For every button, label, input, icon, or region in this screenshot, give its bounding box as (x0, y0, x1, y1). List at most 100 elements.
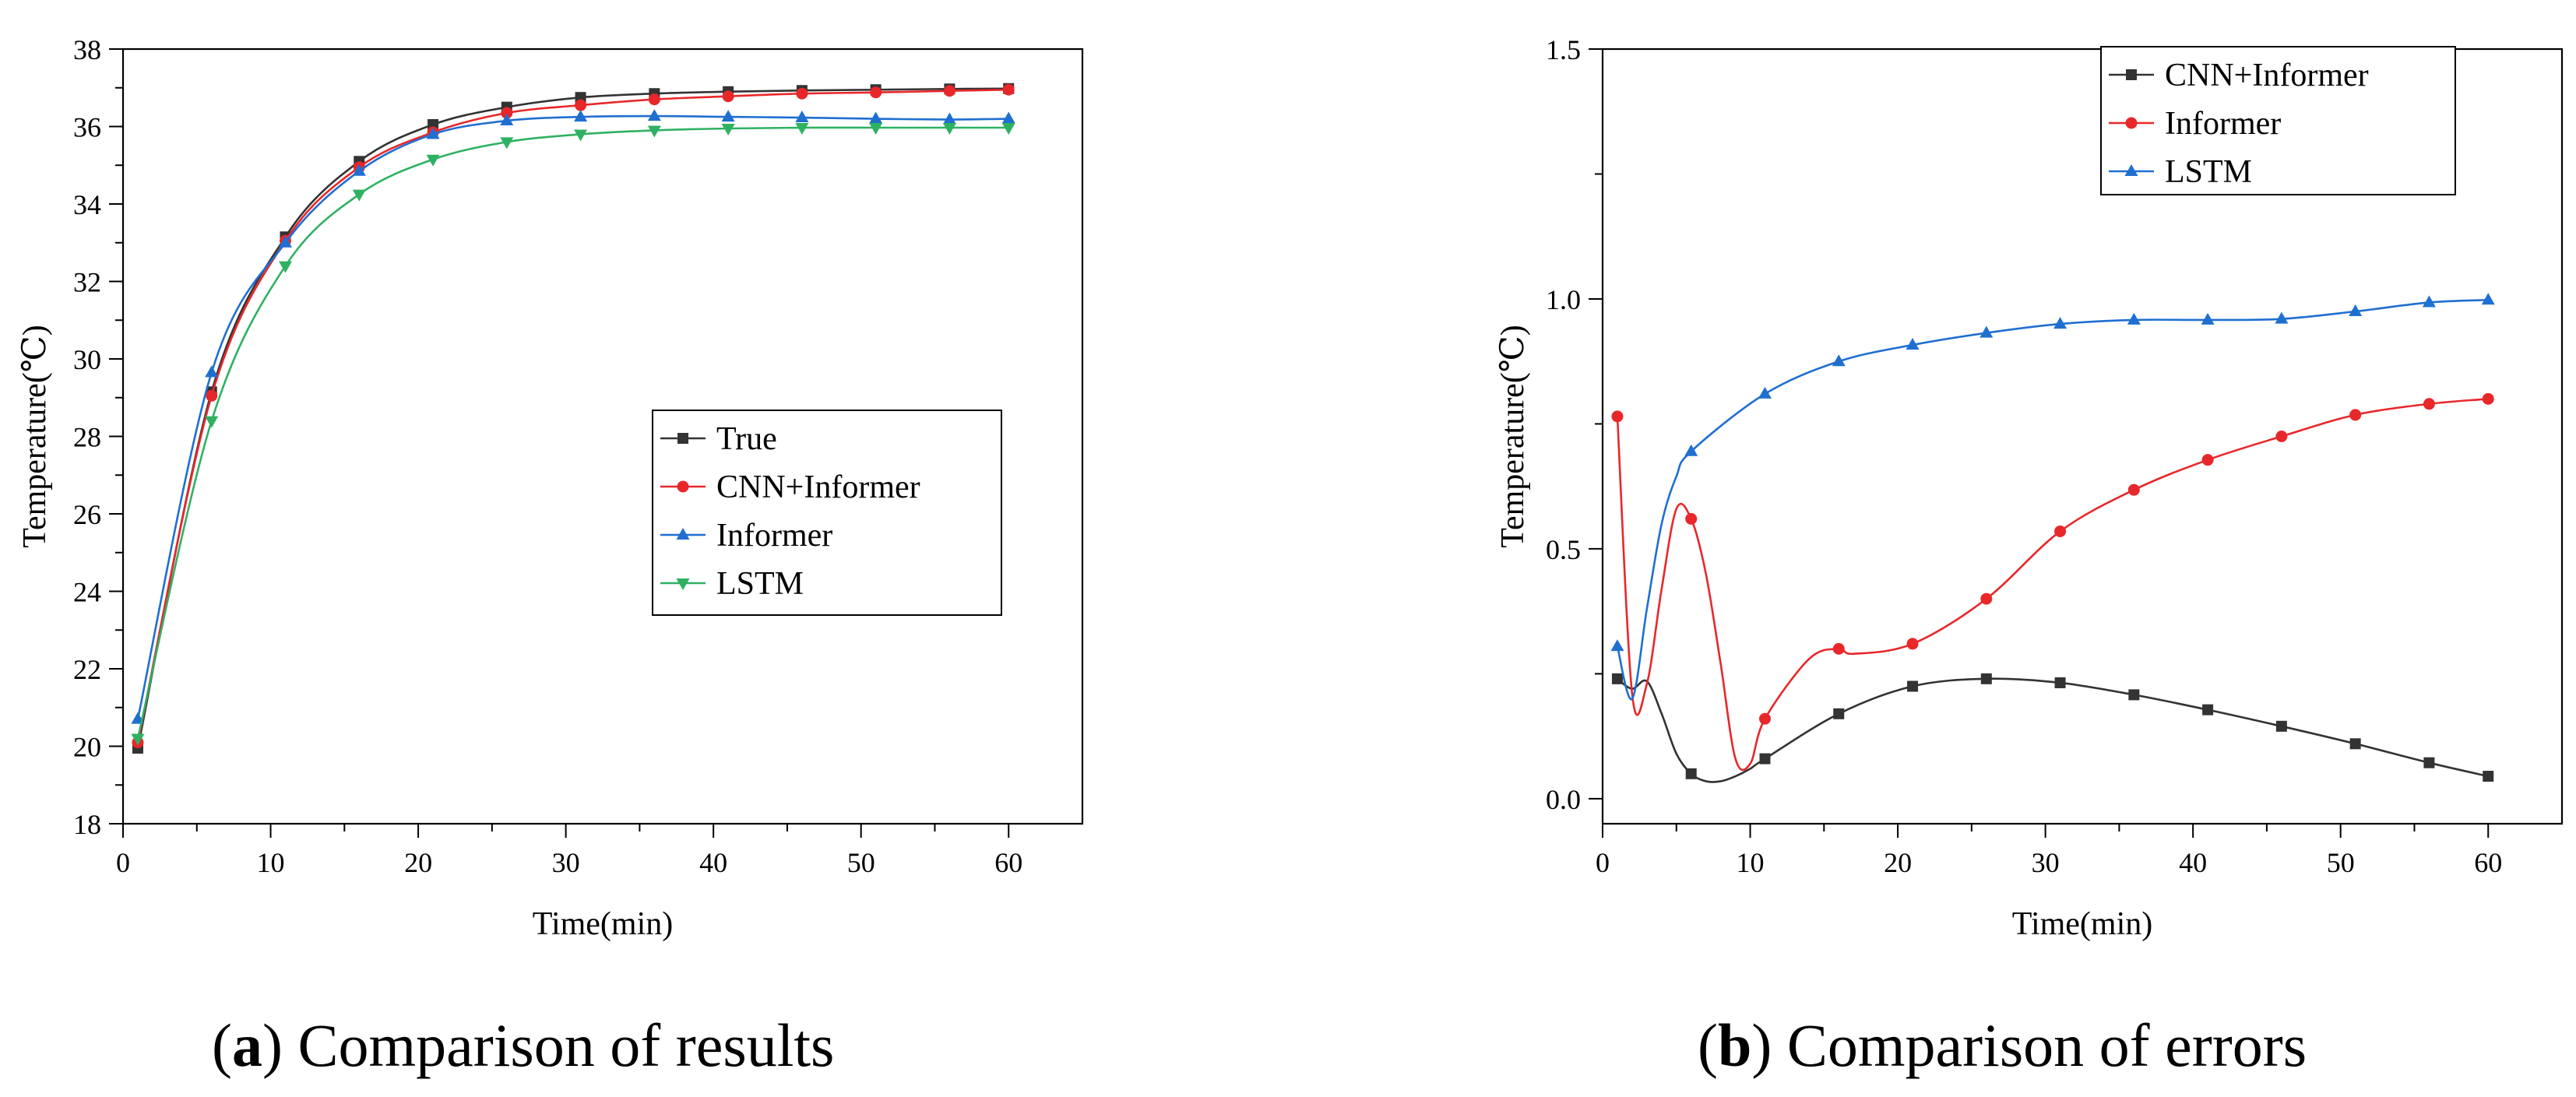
legend-marker-a (676, 578, 690, 590)
data-point-b-0 (1611, 673, 1623, 684)
data-point-b-0 (2483, 771, 2494, 782)
legend-b: CNN+Informer Informer LSTM (2100, 46, 2456, 195)
y-tick-label-a: 20 (73, 732, 101, 763)
data-point-b-2 (1832, 354, 1846, 367)
data-point-a-3 (869, 122, 883, 135)
data-point-a-1 (206, 389, 218, 402)
data-point-a-2 (500, 114, 514, 126)
data-point-a-2 (721, 110, 735, 122)
data-point-b-2 (1610, 639, 1624, 652)
data-point-a-3 (500, 137, 514, 149)
caption-a-letter: a (231, 1011, 262, 1079)
y-tick-label-b: 0.5 (1546, 534, 1581, 565)
data-point-b-0 (1833, 708, 1845, 719)
data-point-a-3 (647, 125, 661, 138)
data-point-a-3 (278, 261, 292, 273)
data-point-a-2 (795, 111, 809, 123)
data-point-a-3 (205, 416, 219, 428)
data-point-b-1 (2423, 398, 2435, 410)
legend-box-a (652, 410, 1002, 616)
data-point-b-2 (2422, 295, 2436, 308)
data-point-a-2 (574, 110, 588, 122)
data-point-b-1 (1980, 592, 1993, 605)
data-point-b-1 (2349, 409, 2362, 421)
y-tick-label-a: 26 (73, 499, 101, 530)
data-point-b-1 (2127, 483, 2140, 496)
legend-marker-b (2124, 164, 2138, 176)
legend-label-b: Informer (2165, 106, 2281, 142)
data-point-a-1 (796, 87, 808, 100)
x-tick-label-b: 0 (1596, 847, 1610, 878)
data-point-a-3 (1001, 122, 1015, 135)
data-point-a-1 (1002, 83, 1015, 96)
data-point-b-2 (2481, 293, 2495, 305)
data-point-b-2 (2127, 312, 2141, 325)
legend-marker-a (677, 480, 689, 493)
data-point-b-1 (1685, 512, 1698, 525)
x-tick-label-a: 30 (552, 847, 580, 878)
data-point-a-2 (942, 112, 956, 125)
data-point-b-0 (2275, 720, 2287, 732)
data-point-b-2 (2275, 311, 2289, 324)
data-point-b-0 (2128, 689, 2140, 701)
legend-label-a: True (716, 421, 777, 457)
data-point-b-0 (2054, 677, 2066, 688)
data-point-a-3 (352, 189, 366, 202)
chart-b: 0 10 20 30 40 50 60 0.0 0.5 1.0 1.5 Time(min) Temper… (1495, 34, 2564, 942)
data-point-a-1 (501, 107, 513, 119)
data-point-b-1 (2482, 392, 2494, 405)
legend-label-a: Informer (716, 518, 832, 554)
data-point-b-2 (1980, 325, 1994, 338)
data-point-b-2 (1906, 338, 1920, 350)
y-tick-label-b: 1.5 (1546, 34, 1581, 65)
data-point-b-1 (2201, 454, 2214, 466)
data-point-a-3 (131, 733, 145, 746)
y-tick-label-a: 18 (73, 809, 101, 840)
legend-marker-a (676, 528, 690, 540)
y-tick-label-a: 36 (73, 112, 101, 143)
data-point-b-2 (2053, 317, 2067, 329)
x-tick-label-b: 20 (1884, 847, 1912, 878)
legend-marker-b (2126, 69, 2137, 80)
legend-marker-a (677, 433, 688, 444)
data-point-b-0 (2423, 757, 2435, 768)
y-tick-label-a: 38 (73, 34, 101, 65)
x-tick-label-a: 60 (994, 847, 1022, 878)
x-tick-label-b: 40 (2179, 847, 2207, 878)
legend-label-a: LSTM (716, 566, 804, 602)
legend-box-b (2100, 46, 2456, 195)
data-point-b-0 (1685, 768, 1697, 779)
x-tick-label-b: 30 (2032, 847, 2060, 878)
data-point-b-2 (1684, 444, 1698, 456)
y-tick-label-a: 24 (73, 577, 101, 608)
data-point-a-2 (205, 365, 219, 378)
series-line-a-3 (136, 126, 1009, 739)
data-point-a-2 (352, 163, 366, 176)
legend-a: True CNN+Informer Informer LSTM (652, 410, 1002, 616)
caption-a-text: Comparison of results (282, 1011, 835, 1079)
data-point-a-1 (575, 99, 587, 111)
data-point-b-2 (2201, 312, 2215, 325)
y-tick-label-a: 22 (73, 654, 101, 685)
data-point-b-0 (1759, 753, 1771, 765)
data-point-a-3 (574, 129, 588, 142)
plot-frame-b (1601, 47, 2564, 825)
y-axis-label-b: Temperature(℃) (1495, 325, 1531, 548)
x-tick-label-a: 20 (404, 847, 432, 878)
data-point-b-2 (1758, 386, 1772, 399)
series-line-b-1 (1616, 398, 2489, 772)
y-tick-label-b: 1.0 (1546, 284, 1581, 315)
chart-a: 0 10 20 30 40 50 60 18 20 22 24 26 28 30 32 34 36 38 Time(… (17, 34, 1084, 942)
y-tick-label-a: 28 (73, 422, 101, 453)
data-point-b-0 (1907, 680, 1919, 692)
data-point-a-2 (647, 109, 661, 121)
y-axis-label-a: Temperature(℃) (17, 325, 53, 548)
data-point-a-1 (943, 85, 955, 97)
x-axis-label-b: Time(min) (2012, 906, 2152, 942)
data-point-b-1 (2054, 525, 2067, 537)
data-point-a-2 (426, 127, 440, 139)
x-tick-label-b: 60 (2474, 847, 2502, 878)
data-point-a-1 (648, 93, 660, 106)
data-point-a-3 (795, 122, 809, 135)
